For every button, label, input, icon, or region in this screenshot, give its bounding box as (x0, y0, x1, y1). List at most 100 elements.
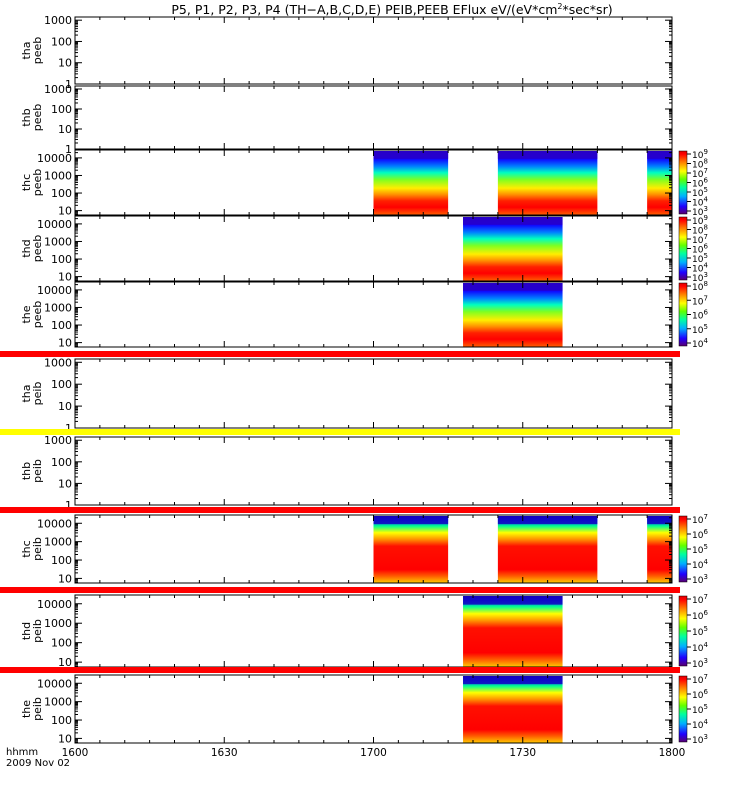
colorbar-tick-label: 107 (692, 294, 708, 307)
spectrogram-top-band (463, 217, 563, 225)
y-tick-label: 1000 (44, 617, 72, 630)
colorbar-tick-label: 103 (692, 733, 708, 746)
colorbar-tick-label: 104 (692, 196, 708, 209)
y-tick-label: 100 (51, 554, 72, 567)
colorbar-tick-label: 105 (692, 625, 708, 638)
y-tick-label: 100 (51, 637, 72, 650)
panel-probe-label: tha (20, 41, 33, 59)
colorbar-tick-label: 107 (692, 593, 708, 606)
y-tick-label: 10000 (37, 218, 72, 231)
panel-stack: 1000100101thapeeb1000100101thbpeeb100001… (0, 14, 708, 746)
y-tick-label: 10000 (37, 152, 72, 165)
colorbar-tick-label: 104 (692, 558, 708, 571)
x-tick-label: 1700 (360, 747, 387, 759)
y-tick-label: 100 (51, 35, 72, 48)
y-tick-label: 1000 (44, 696, 72, 709)
panel-species-label: peeb (31, 169, 44, 197)
panel-probe-label: thc (20, 540, 33, 557)
colorbar-tick-label: 106 (692, 609, 708, 622)
xaxis-label-date: 2009 Nov 02 (6, 758, 70, 769)
colorbar-tick-label: 104 (692, 337, 708, 350)
panel-probe-label: thb (20, 108, 33, 126)
spectrogram-top-band (647, 516, 672, 525)
panel-probe-label: the (20, 700, 33, 718)
colorbar-tick-label: 109 (692, 148, 708, 161)
y-tick-label: 10 (58, 123, 72, 136)
y-tick-label: 1 (65, 499, 72, 512)
y-tick-label: 1000 (44, 169, 72, 182)
panel-frame (74, 594, 673, 668)
panel-probe-label: thd (20, 622, 33, 640)
x-tick-label: 1630 (211, 747, 238, 759)
colorbar-tick-label: 107 (692, 167, 708, 180)
colorbar-tick-label: 103 (692, 657, 708, 670)
status-bar-red (0, 587, 680, 593)
y-tick-label: 100 (51, 319, 72, 332)
y-tick-label: 1000 (44, 434, 72, 447)
colorbar-tick-label: 108 (692, 158, 708, 171)
colorbar-tick-label: 106 (692, 688, 708, 701)
y-tick-label: 10 (58, 572, 72, 585)
colorbar-tick-label: 109 (692, 214, 708, 227)
panel-frame (74, 215, 673, 282)
y-tick-label: 10000 (37, 517, 72, 530)
y-tick-label: 10 (58, 337, 72, 350)
y-tick-label: 1 (65, 78, 72, 91)
panel-frame (74, 674, 673, 744)
y-tick-label: 1000 (44, 536, 72, 549)
colorbar-tick-label: 103 (692, 271, 708, 284)
colorbar (678, 515, 688, 583)
panel-frame (74, 358, 673, 429)
spectrogram-block (647, 516, 672, 583)
spectrogram-top-band (497, 151, 598, 159)
colorbar-tick-label: 104 (692, 718, 708, 731)
colorbar-tick-label: 107 (692, 233, 708, 246)
spectrogram-top-band (647, 151, 672, 159)
y-tick-label: 10 (58, 400, 72, 413)
spectrogram-block (463, 217, 563, 281)
colorbar-tick-label: 104 (692, 262, 708, 275)
panel-species-label: peib (31, 697, 44, 721)
colorbar-tick-label: 106 (692, 243, 708, 256)
time-axis: hhmm 2009 Nov 02 1600 1630 1700 1730 1800 (6, 747, 685, 769)
x-tick-label: 1600 (62, 747, 89, 759)
spectrogram-top-band (373, 151, 449, 159)
y-tick-label: 100 (51, 253, 72, 266)
panel-probe-label: tha (20, 384, 33, 402)
colorbar-tick-label: 105 (692, 252, 708, 265)
y-tick-label: 10 (58, 656, 72, 669)
panel-species-label: peeb (31, 104, 44, 132)
colorbar-tick-label: 108 (692, 280, 708, 293)
y-tick-label: 1000 (44, 356, 72, 369)
colorbar-tick-label: 105 (692, 323, 708, 336)
panel-species-label: peeb (31, 235, 44, 263)
status-bar-red (0, 507, 680, 513)
colorbar (678, 150, 688, 215)
spectrogram-top-band (497, 516, 598, 525)
colorbar-tick-label: 105 (692, 543, 708, 556)
panel-species-label: peib (31, 619, 44, 643)
y-tick-label: 10 (58, 732, 72, 745)
y-tick-label: 100 (51, 187, 72, 200)
colorbar-tick-label: 103 (692, 205, 708, 218)
spectrogram-block (373, 516, 449, 583)
panel-frame (74, 436, 673, 506)
panel-species-label: peib (31, 537, 44, 561)
panel-probe-label: the (20, 305, 33, 323)
y-tick-label: 10000 (37, 284, 72, 297)
spectrogram-top-band (463, 596, 563, 605)
spectrogram-block (373, 151, 449, 215)
colorbar-tick-label: 106 (692, 528, 708, 541)
y-tick-label: 1000 (44, 14, 72, 27)
x-tick-label: 1800 (659, 747, 686, 759)
colorbar (678, 675, 688, 743)
